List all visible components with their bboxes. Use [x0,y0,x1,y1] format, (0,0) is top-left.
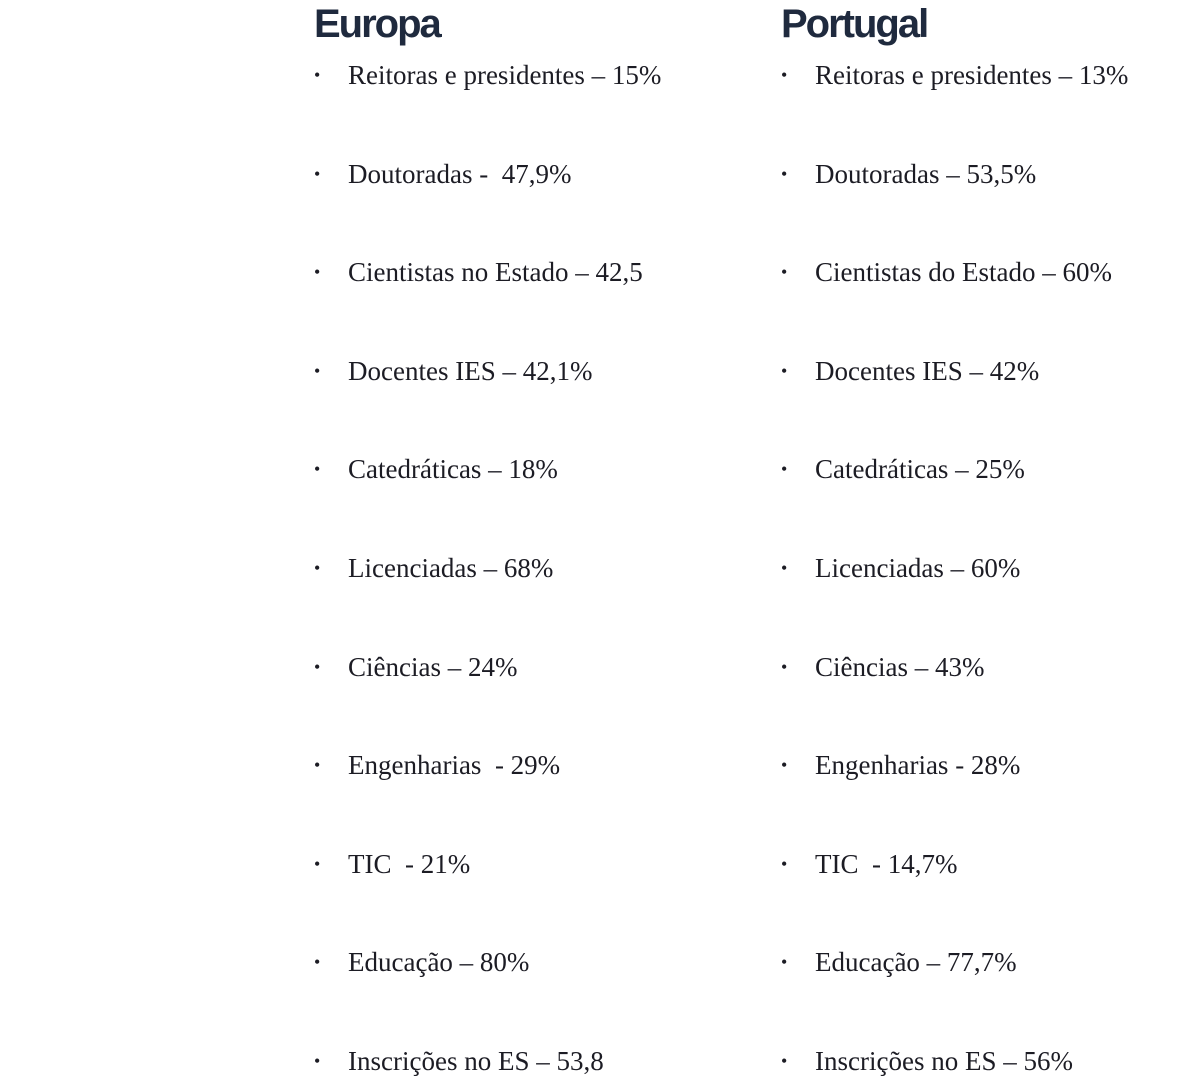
list-item: • Reitoras e presidentes – 13% [781,52,1128,101]
list-item-text: Educação – 77,7% [815,947,1017,978]
list-item: • Engenharias - 29% [314,742,560,791]
bullet-icon: • [781,262,788,283]
europa-heading: Europa [314,2,442,46]
bullet-icon: • [781,656,788,677]
list-item: • Doutoradas – 53,5% [781,151,1036,200]
bullet-icon: • [314,459,321,480]
list-item-text: Reitoras e presidentes – 13% [815,60,1129,90]
list-item: • Cientistas do Estado – 60% [781,249,1112,298]
bullet-icon: • [781,459,788,480]
bullet-icon: • [314,755,321,776]
list-item: • Catedráticas – 18% [314,446,558,495]
list-item-text: Doutoradas - 47,9% [348,158,572,189]
list-item: • TIC - 21% [314,841,470,890]
list-item-text: Reitoras e presidentes – 15% [348,60,662,90]
list-item-text: Licenciadas – 60% [815,552,1021,583]
list-item: • Inscrições no ES – 53,8 [314,1038,604,1087]
list-item-text: Ciências – 24% [348,651,518,682]
list-item-text: Catedráticas – 25% [815,454,1025,485]
list-item: • Docentes IES – 42% [781,348,1039,397]
list-item: • Doutoradas - 47,9% [314,151,571,200]
list-item: • Catedráticas – 25% [781,446,1025,495]
bullet-icon: • [314,1050,321,1071]
list-item-text: Ciências – 43% [815,651,985,682]
list-item-text: TIC - 21% [348,848,471,879]
list-item-text: Licenciadas – 68% [348,552,554,583]
list-item-text: Inscrições no ES – 53,8 [348,1045,604,1076]
list-item: • Licenciadas – 60% [781,545,1020,594]
portugal-column: Portugal • Reitoras e presidentes – 13% • D… [781,0,1128,1076]
bullet-icon: • [314,853,321,874]
bullet-icon: • [314,952,321,973]
bullet-icon: • [314,557,321,578]
list-item-text: Inscrições no ES – 56% [815,1045,1073,1076]
bullet-icon: • [781,853,788,874]
bullet-icon: • [781,1050,788,1071]
bullet-icon: • [314,360,321,381]
bullet-icon: • [781,360,788,381]
list-item-text: Docentes IES – 42,1% [348,355,593,386]
list-item-text: Docentes IES – 42% [815,355,1040,386]
list-item-text: Cientistas no Estado – 42,5 [348,257,643,288]
bullet-icon: • [314,262,321,283]
list-item-text: Engenharias - 28% [815,750,1021,781]
list-item: • Educação – 80% [314,939,529,988]
list-item: • Ciências – 24% [314,644,517,693]
list-item: • Educação – 77,7% [781,939,1017,988]
bullet-icon: • [781,65,788,85]
list-item-text: Educação – 80% [348,947,530,978]
europa-column: Europa • Reitoras e presidentes – 15% • Dou… [314,0,661,1076]
list-item-text: Doutoradas – 53,5% [815,158,1037,189]
bullet-icon: • [781,755,788,776]
bullet-icon: • [314,65,321,85]
list-item: • Inscrições no ES – 56% [781,1038,1073,1087]
europa-list: • Reitoras e presidentes – 15% • Doutoradas… [314,52,661,1076]
bullet-icon: • [314,163,321,184]
list-item: • TIC - 14,7% [781,841,957,890]
portugal-heading: Portugal [781,2,929,46]
bullet-icon: • [314,656,321,677]
list-item: • Docentes IES – 42,1% [314,348,592,397]
list-item: • Cientistas no Estado – 42,5 [314,249,643,298]
list-item: • Licenciadas – 68% [314,545,553,594]
list-item-text: Catedráticas – 18% [348,454,558,485]
bullet-icon: • [781,952,788,973]
bullet-icon: • [781,163,788,184]
list-item-text: Cientistas do Estado – 60% [815,257,1112,288]
list-item-text: TIC - 14,7% [815,848,958,879]
portugal-list: • Reitoras e presidentes – 13% • Doutoradas… [781,52,1128,1076]
bullet-icon: • [781,557,788,578]
list-item: • Reitoras e presidentes – 15% [314,52,661,101]
list-item-text: Engenharias - 29% [348,750,561,781]
list-item: • Engenharias - 28% [781,742,1020,791]
list-item: • Ciências – 43% [781,644,984,693]
